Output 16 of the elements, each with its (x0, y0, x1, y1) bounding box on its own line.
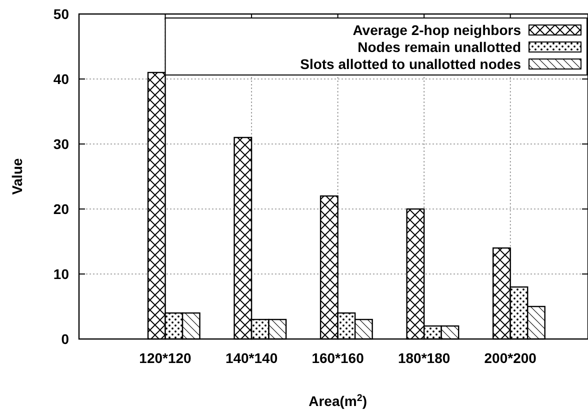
x-tick-label: 120*120 (139, 350, 192, 366)
y-tick-label: 20 (53, 200, 70, 217)
x-tick-label: 160*160 (312, 350, 364, 366)
x-tick-label: 180*180 (398, 350, 450, 366)
y-tick-label: 10 (53, 266, 70, 282)
y-tick-label: 30 (53, 136, 70, 152)
x-axis-title: Area(m$^{2}$) (308, 392, 367, 409)
y-tick-label: 50 (53, 6, 70, 22)
x-tick-label: 200*200 (484, 350, 537, 366)
legend-label: Slots allotted to unallotted nodes (300, 56, 522, 72)
y-axis-title: Value (9, 158, 25, 195)
x-tick-label: 140*140 (225, 350, 278, 366)
y-tick-label: 40 (53, 70, 70, 87)
legend-label: Average 2-hop neighbors (352, 22, 522, 38)
legend-label: Nodes remain unallotted (358, 38, 521, 55)
y-tick-label: 0 (61, 330, 70, 347)
